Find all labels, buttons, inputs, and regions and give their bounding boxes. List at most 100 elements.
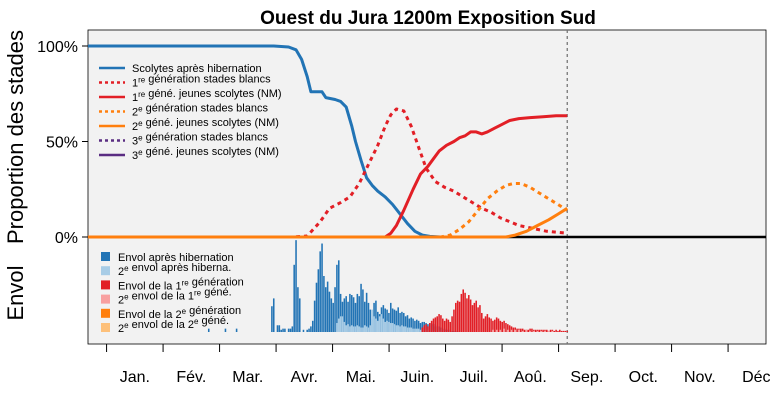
envol-bar <box>468 295 470 332</box>
envol-bar <box>352 297 355 332</box>
legend-swatch <box>101 252 110 261</box>
envol-bar <box>352 326 355 332</box>
envol-bars <box>207 240 569 332</box>
envol-bar <box>414 328 416 332</box>
envol-bar <box>293 264 295 332</box>
envol-bar <box>330 298 333 332</box>
envol-bar <box>473 302 476 332</box>
envol-bar <box>382 318 385 332</box>
envol-bar <box>471 305 474 332</box>
envol-bar <box>358 326 360 332</box>
envol-bar <box>456 300 459 332</box>
envol-bar <box>362 289 364 332</box>
envol-bar <box>354 326 357 332</box>
x-tick-label: Avr. <box>291 369 318 386</box>
envol-bar <box>345 296 347 332</box>
legend-label: 1re géné. jeunes scolytes (NM) <box>132 88 282 104</box>
envol-bar <box>423 325 425 332</box>
envol-bar <box>477 307 479 332</box>
x-tick-label: Mar. <box>232 369 263 386</box>
envol-bar <box>421 321 424 332</box>
envol-bar <box>393 324 396 332</box>
envol-bar <box>492 329 494 332</box>
envol-bar <box>365 326 368 332</box>
envol-bar <box>289 328 292 332</box>
envol-bar <box>417 328 420 332</box>
envol-bar <box>507 329 509 332</box>
envol-bar <box>525 329 528 332</box>
envol-bar <box>271 306 273 332</box>
envol-bar <box>562 330 565 332</box>
envol-bar <box>408 327 411 332</box>
envol-bar <box>466 298 468 332</box>
envol-bar <box>404 316 407 332</box>
envol-bar <box>430 320 433 332</box>
envol-bar <box>495 317 498 332</box>
envol-bar <box>350 295 353 332</box>
envol-bar <box>323 276 325 332</box>
envol-bar <box>337 260 340 332</box>
envol-bar <box>416 328 418 332</box>
envol-bar <box>410 327 412 332</box>
envol-bar <box>380 314 383 332</box>
y-tick-label: 100% <box>37 39 78 56</box>
envol-bar <box>408 318 411 332</box>
envol-bar <box>527 329 530 332</box>
envol-bar <box>235 328 238 332</box>
envol-bar <box>310 326 312 332</box>
envol-bar <box>469 299 472 332</box>
envol-bar <box>397 325 399 332</box>
envol-bar <box>516 328 518 332</box>
envol-bar <box>460 293 463 332</box>
legend-swatch <box>101 323 110 332</box>
envol-bar <box>306 329 308 332</box>
envol-bar <box>510 326 513 332</box>
y-axis-label-bottom: Envol <box>3 265 28 320</box>
envol-bar <box>427 326 429 332</box>
envol-bar <box>363 301 366 332</box>
envol-bar <box>417 320 420 332</box>
envol-bar <box>479 305 481 332</box>
envol-bar <box>523 329 526 332</box>
envol-bar <box>367 302 370 332</box>
envol-bar <box>360 283 362 332</box>
envol-bar <box>521 330 524 332</box>
x-tick-label: Sep. <box>570 369 603 386</box>
envol-bar <box>224 328 227 332</box>
envol-bar <box>434 317 437 332</box>
envol-bar <box>356 325 359 332</box>
envol-bar <box>564 330 567 332</box>
legend-label: 2e envol de la 2e géné. <box>118 315 229 335</box>
envol-bar <box>544 330 546 332</box>
envol-bar <box>521 328 524 332</box>
envol-bar <box>375 318 377 332</box>
envol-bar <box>313 300 316 332</box>
envol-bar <box>462 289 465 332</box>
y-axis-label-top: Proportion des stades <box>3 30 28 244</box>
envol-bar <box>566 330 569 332</box>
envol-bar <box>317 269 320 332</box>
legend-label: Envol de la 1re génération <box>118 276 244 292</box>
envol-bar <box>360 327 362 332</box>
legend-swatch <box>101 266 110 276</box>
envol-bar <box>315 282 318 332</box>
envol-bar <box>549 329 552 332</box>
envol-bar <box>440 315 442 332</box>
envol-bar <box>282 328 284 332</box>
envol-bar <box>421 327 424 332</box>
envol-bar <box>419 329 422 332</box>
envol-bar <box>386 320 388 332</box>
legend-label: Envol après hibernation <box>118 252 234 264</box>
envol-bar <box>349 293 351 332</box>
envol-bar <box>284 328 286 332</box>
envol-bar <box>497 318 500 332</box>
envol-bar <box>529 328 531 332</box>
envol-bar <box>403 312 405 332</box>
envol-bar <box>475 300 478 332</box>
envol-bar <box>542 329 544 332</box>
envol-bar <box>371 309 373 332</box>
envol-bar <box>553 330 556 332</box>
envol-bar <box>560 330 563 332</box>
legend-label: Envol de la 2e génération <box>118 305 241 321</box>
envol-bar <box>376 320 379 332</box>
